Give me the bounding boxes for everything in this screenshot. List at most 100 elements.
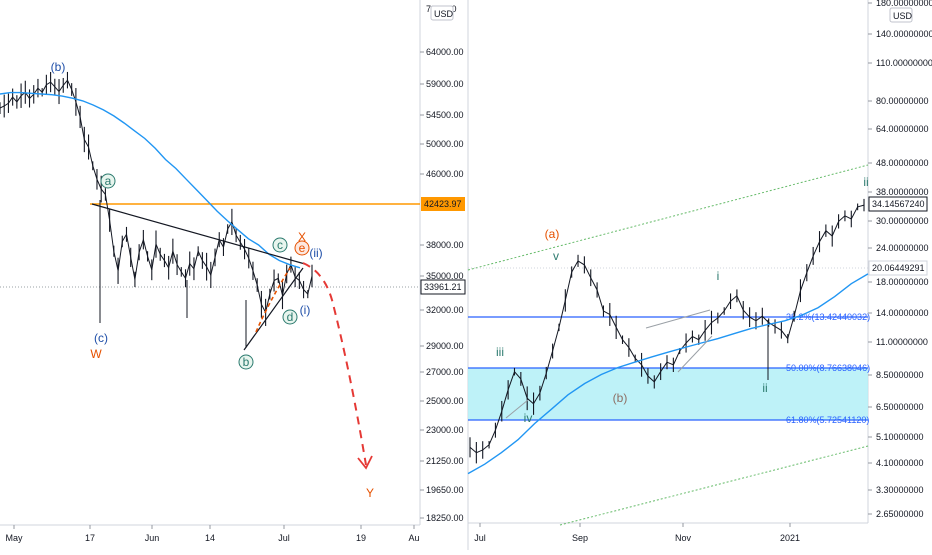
right-y-tick-label: 64.00000000 <box>876 124 929 134</box>
right-y-tick-label: 140.00000000 <box>876 29 932 39</box>
fib-band <box>468 368 868 420</box>
wave-label: e <box>299 241 306 255</box>
wave-label: a <box>105 174 112 188</box>
triangle-upper-line <box>91 203 306 265</box>
right-y-tick-label: 80.00000000 <box>876 96 929 106</box>
wave-label: b <box>243 355 250 369</box>
left-currency-badge-text: USD <box>434 9 454 19</box>
fib-level-label: 61.80%(5.72541120) <box>786 415 869 425</box>
right-x-tick-label: 2021 <box>780 533 800 543</box>
wave-label: v <box>553 249 559 263</box>
wave-label: ii <box>863 175 868 189</box>
left-plot-area <box>0 0 420 525</box>
fib-level-label: 50.00%(8.76638046) <box>786 363 870 373</box>
right-y-tick-label: 14.00000000 <box>876 308 929 318</box>
left-y-tick-label: 59000.00 <box>426 79 464 89</box>
left-x-tick-label: Jul <box>278 533 290 543</box>
right-y-tick-label: 24.00000000 <box>876 243 929 253</box>
channel-upper-line <box>467 164 869 271</box>
right-y-tick-label: 48.00000000 <box>876 158 929 168</box>
wave-label: c <box>277 238 283 252</box>
right-trend-marker <box>505 399 529 419</box>
right-price-line <box>469 204 865 454</box>
right-y-tick-label: 2.65000000 <box>876 509 924 519</box>
wave-label: (ii) <box>309 246 322 260</box>
wave-label: (b) <box>51 60 66 74</box>
left-y-tick-label: 29000.00 <box>426 341 464 351</box>
right-y-tick-label: 4.10000000 <box>876 458 924 468</box>
left-price-axis: 64000.00 59000.00 54500.00 50000.00 46000.00… <box>419 0 464 525</box>
wave-label: iv <box>524 411 533 425</box>
right-price-axis: 180.00000000 140.00000000 110.00000000 80.0… <box>867 0 932 523</box>
right-x-tick-label: Jul <box>474 533 486 543</box>
left-x-tick-label: 19 <box>356 533 366 543</box>
left-x-tick-label: May <box>5 533 23 543</box>
wave-label: d <box>287 310 294 324</box>
right-trend-marker <box>645 309 711 329</box>
right-y-tick-label: 11.00000000 <box>876 337 928 347</box>
right-currency-badge-text: USD <box>893 11 913 21</box>
fib-level-label: 38.2%(13.42440032) <box>786 312 870 322</box>
wave-label-circle <box>282 309 298 325</box>
current-price-tag <box>420 279 466 295</box>
wave-label-circle <box>100 173 116 189</box>
left-y-tick-label: 38000.00 <box>426 240 464 250</box>
right-cursor-price-tag <box>868 260 928 276</box>
left-time-axis: May 17 Jun 14 Jul 19 Au <box>0 524 420 543</box>
wave-label: (i) <box>300 303 311 317</box>
right-y-tick-label: 6.50000000 <box>876 402 924 412</box>
right-time-axis: Jul Sep Nov 2021 <box>468 522 868 543</box>
right-trend-marker <box>677 335 713 373</box>
left-y-tick-label: 46000.00 <box>426 169 464 179</box>
resistance-price-tag-text: 42423.97 <box>424 199 462 209</box>
left-y-tick-label: 35000.00 <box>426 271 464 281</box>
right-current-price-tag-text: 34.14567240 <box>872 199 925 209</box>
wave-label: W <box>90 347 102 361</box>
current-price-tag-text: 33961.21 <box>424 282 462 292</box>
right-y-tick-label: 110.00000000 <box>876 58 932 68</box>
triangle-lower-line <box>243 267 304 351</box>
wave-label: Y <box>366 486 374 500</box>
right-y-tick-label: 5.10000000 <box>876 432 924 442</box>
right-currency-badge <box>889 7 913 23</box>
wave-label: (a) <box>545 227 560 241</box>
left-y-tick-label: 25000.00 <box>426 396 464 406</box>
right-y-tick-label: 3.30000000 <box>876 485 924 495</box>
wave-e-path <box>255 267 291 333</box>
wave-label-circle <box>272 237 288 253</box>
left-y-tick-label: 50000.00 <box>426 139 464 149</box>
right-current-price-tag <box>868 196 928 212</box>
wave-label: (b) <box>613 391 628 405</box>
left-moving-average <box>0 91 301 269</box>
right-y-tick-label: 18.00000000 <box>876 277 929 287</box>
right-x-tick-label: Nov <box>675 533 692 543</box>
right-moving-average <box>467 273 869 475</box>
resistance-price-tag <box>421 197 465 211</box>
left-price-line <box>0 79 313 314</box>
left-currency-badge <box>430 5 454 21</box>
left-y-tick-label: 18250.00 <box>426 513 464 523</box>
left-y-tick-label: 54500.00 <box>426 110 464 120</box>
projection-arrow <box>357 455 373 470</box>
left-x-tick-label: Jun <box>145 533 160 543</box>
wave-label: ii <box>762 381 767 395</box>
projection-path <box>302 262 367 466</box>
channel-lower-line <box>559 445 869 526</box>
left-y-tick-label: 23000.00 <box>426 425 464 435</box>
right-y-tick-label: 38.00000000 <box>876 187 929 197</box>
right-y-tick-label: 180.00000000 <box>876 0 932 8</box>
wave-label: iii <box>496 345 504 359</box>
right-y-tick-label: 8.50000000 <box>876 370 924 380</box>
wave-label: i <box>717 269 720 283</box>
left-x-tick-label: 14 <box>205 533 215 543</box>
right-x-tick-label: Sep <box>572 533 588 543</box>
left-x-tick-label: 17 <box>85 533 95 543</box>
right-cursor-price-tag-text: 20.06449291 <box>872 263 925 273</box>
wave-label-circle <box>238 354 254 370</box>
wave-label: X <box>298 230 306 244</box>
wave-label-circle <box>294 240 310 256</box>
left-y-tick-label: 64000.00 <box>426 47 464 57</box>
wave-label: (c) <box>94 331 108 345</box>
left-y-tick-label: 32000.00 <box>426 305 464 315</box>
